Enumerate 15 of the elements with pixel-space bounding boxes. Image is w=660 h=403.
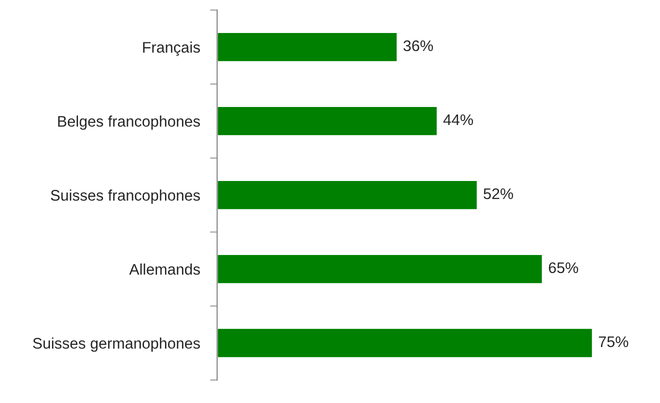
y-tick-label: Suisses germanophones	[33, 338, 200, 352]
bar	[217, 180, 478, 211]
data-label: 36%	[404, 40, 433, 52]
y-tick-label: Français	[143, 42, 200, 56]
data-label: 44%	[443, 114, 474, 126]
bar	[217, 106, 438, 137]
y-tick-label: Allemands	[129, 264, 200, 275]
y-tick-label: Belges francophones	[58, 116, 200, 130]
data-label: 75%	[598, 336, 628, 348]
bar	[217, 254, 544, 285]
bar	[217, 32, 398, 63]
data-label: 52%	[484, 188, 514, 200]
bar	[217, 328, 594, 359]
y-tick-label: Suisses francophones	[50, 190, 200, 204]
data-label: 65%	[548, 262, 578, 274]
